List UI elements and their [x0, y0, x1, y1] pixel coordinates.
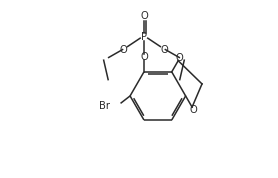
Text: O: O [140, 11, 148, 21]
Text: P: P [141, 32, 147, 42]
Text: Br: Br [99, 101, 110, 111]
Text: O: O [120, 44, 127, 55]
Text: O: O [176, 53, 183, 63]
Text: O: O [140, 52, 148, 62]
Text: O: O [160, 44, 168, 55]
Text: O: O [190, 105, 197, 115]
